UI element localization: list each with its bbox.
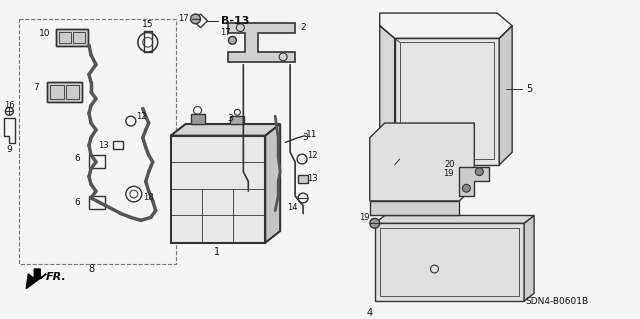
Text: 8: 8 [88,264,94,274]
Polygon shape [370,123,474,201]
Bar [73,32,85,43]
Bar [113,141,123,149]
Bar [89,196,105,209]
Text: 18: 18 [143,192,154,202]
Bar [395,38,499,165]
Bar [59,32,71,43]
Text: 20: 20 [444,160,454,169]
Circle shape [191,14,200,24]
Text: B-13: B-13 [221,16,250,26]
Polygon shape [524,216,534,301]
Circle shape [228,36,236,44]
Bar [298,174,308,183]
Text: 1: 1 [214,248,221,257]
Text: 6: 6 [74,153,80,163]
Text: 14: 14 [287,203,298,212]
Text: 7: 7 [33,83,39,92]
Text: 19: 19 [443,169,454,178]
Bar [56,29,88,46]
Text: 12: 12 [307,151,317,160]
Text: 9: 9 [6,145,12,154]
Polygon shape [228,23,295,62]
Bar [47,82,82,102]
Text: 3: 3 [302,133,308,142]
Polygon shape [370,201,460,216]
Bar [191,114,205,124]
Bar [230,116,244,124]
Text: 11: 11 [307,130,318,139]
Text: 15: 15 [142,20,154,29]
Text: 10: 10 [40,29,51,38]
Text: SDN4-B0601B: SDN4-B0601B [525,297,589,306]
Polygon shape [380,26,395,165]
Bar [380,228,519,296]
Bar [50,85,64,99]
Bar [66,85,79,99]
Circle shape [462,184,470,192]
Text: 5: 5 [526,84,532,94]
Polygon shape [265,124,280,243]
Bar [171,136,265,243]
Text: FR.: FR. [46,272,67,282]
Text: 19: 19 [360,213,370,222]
Text: 12: 12 [136,112,147,121]
Bar [89,155,105,168]
Bar [19,19,175,264]
Bar [56,29,88,46]
Circle shape [476,168,483,175]
Bar [399,42,494,159]
Circle shape [370,219,380,228]
Text: 3: 3 [227,114,233,123]
Polygon shape [375,216,534,223]
Polygon shape [26,269,46,288]
Polygon shape [499,26,512,165]
Text: 4: 4 [367,308,373,318]
Text: 13: 13 [307,174,317,183]
Text: 2: 2 [300,23,306,32]
Text: 17: 17 [220,28,231,37]
Text: 6: 6 [74,198,80,207]
Polygon shape [375,223,524,301]
Text: 13: 13 [98,141,108,150]
Polygon shape [460,167,489,196]
Polygon shape [171,124,280,136]
Text: 17: 17 [179,14,189,23]
Bar [47,82,82,102]
Text: 16: 16 [4,101,15,110]
